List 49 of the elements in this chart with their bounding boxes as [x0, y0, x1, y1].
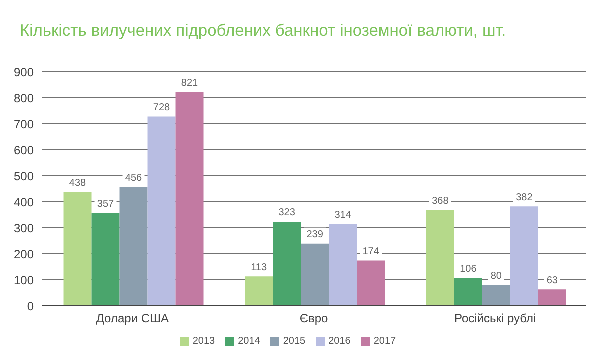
- y-tick-label: 300: [14, 221, 34, 236]
- bar: [510, 206, 538, 306]
- bar: [301, 244, 330, 306]
- legend-label: 2016: [328, 336, 351, 347]
- bar: [329, 224, 358, 306]
- bar: [64, 192, 92, 306]
- data-label: 174: [362, 246, 380, 258]
- bar: [245, 276, 274, 306]
- data-label: 382: [516, 192, 534, 204]
- bar: [482, 285, 510, 306]
- legend-label: 2014: [238, 336, 260, 347]
- bar: [273, 222, 302, 306]
- data-label: 63: [546, 275, 558, 286]
- data-label: 113: [251, 262, 268, 274]
- data-label: 438: [69, 178, 87, 189]
- y-tick-label: 100: [14, 273, 34, 288]
- x-tick-label: Євро: [300, 312, 328, 326]
- bar: [92, 213, 120, 306]
- bar: [176, 92, 204, 306]
- y-tick-label: 500: [14, 169, 34, 184]
- y-tick-label: 700: [14, 117, 34, 132]
- y-tick-label: 200: [14, 247, 34, 262]
- bar: [426, 210, 454, 306]
- x-tick-label: Долари США: [96, 312, 170, 326]
- bar: [538, 290, 566, 306]
- y-tick-label: 0: [27, 299, 34, 314]
- y-tick-label: 400: [14, 195, 34, 210]
- data-label: 239: [306, 230, 324, 240]
- data-label: 821: [181, 78, 199, 90]
- bar: [454, 278, 482, 306]
- data-label: 314: [334, 210, 352, 221]
- bar: [120, 187, 148, 306]
- data-label: 323: [278, 208, 296, 219]
- y-tick-label: 900: [14, 65, 34, 80]
- data-label: 456: [125, 173, 143, 184]
- data-label: 106: [460, 264, 478, 276]
- legend-label: 2015: [283, 336, 306, 347]
- y-tick-label: 800: [14, 91, 34, 106]
- legend-label: 2017: [374, 336, 396, 347]
- y-tick-label: 600: [14, 143, 34, 158]
- chart-title: Кількість вилучених підроблених банкнот іноземної валюти, шт.: [20, 22, 506, 41]
- legend-label: 2013: [192, 336, 216, 347]
- data-label: 357: [97, 198, 115, 210]
- data-label: 728: [153, 102, 171, 114]
- x-tick-label: Російські рублі: [454, 312, 536, 326]
- data-label: 80: [490, 270, 502, 282]
- bar: [357, 260, 386, 306]
- bar: [148, 116, 176, 306]
- data-label: 368: [432, 196, 450, 207]
